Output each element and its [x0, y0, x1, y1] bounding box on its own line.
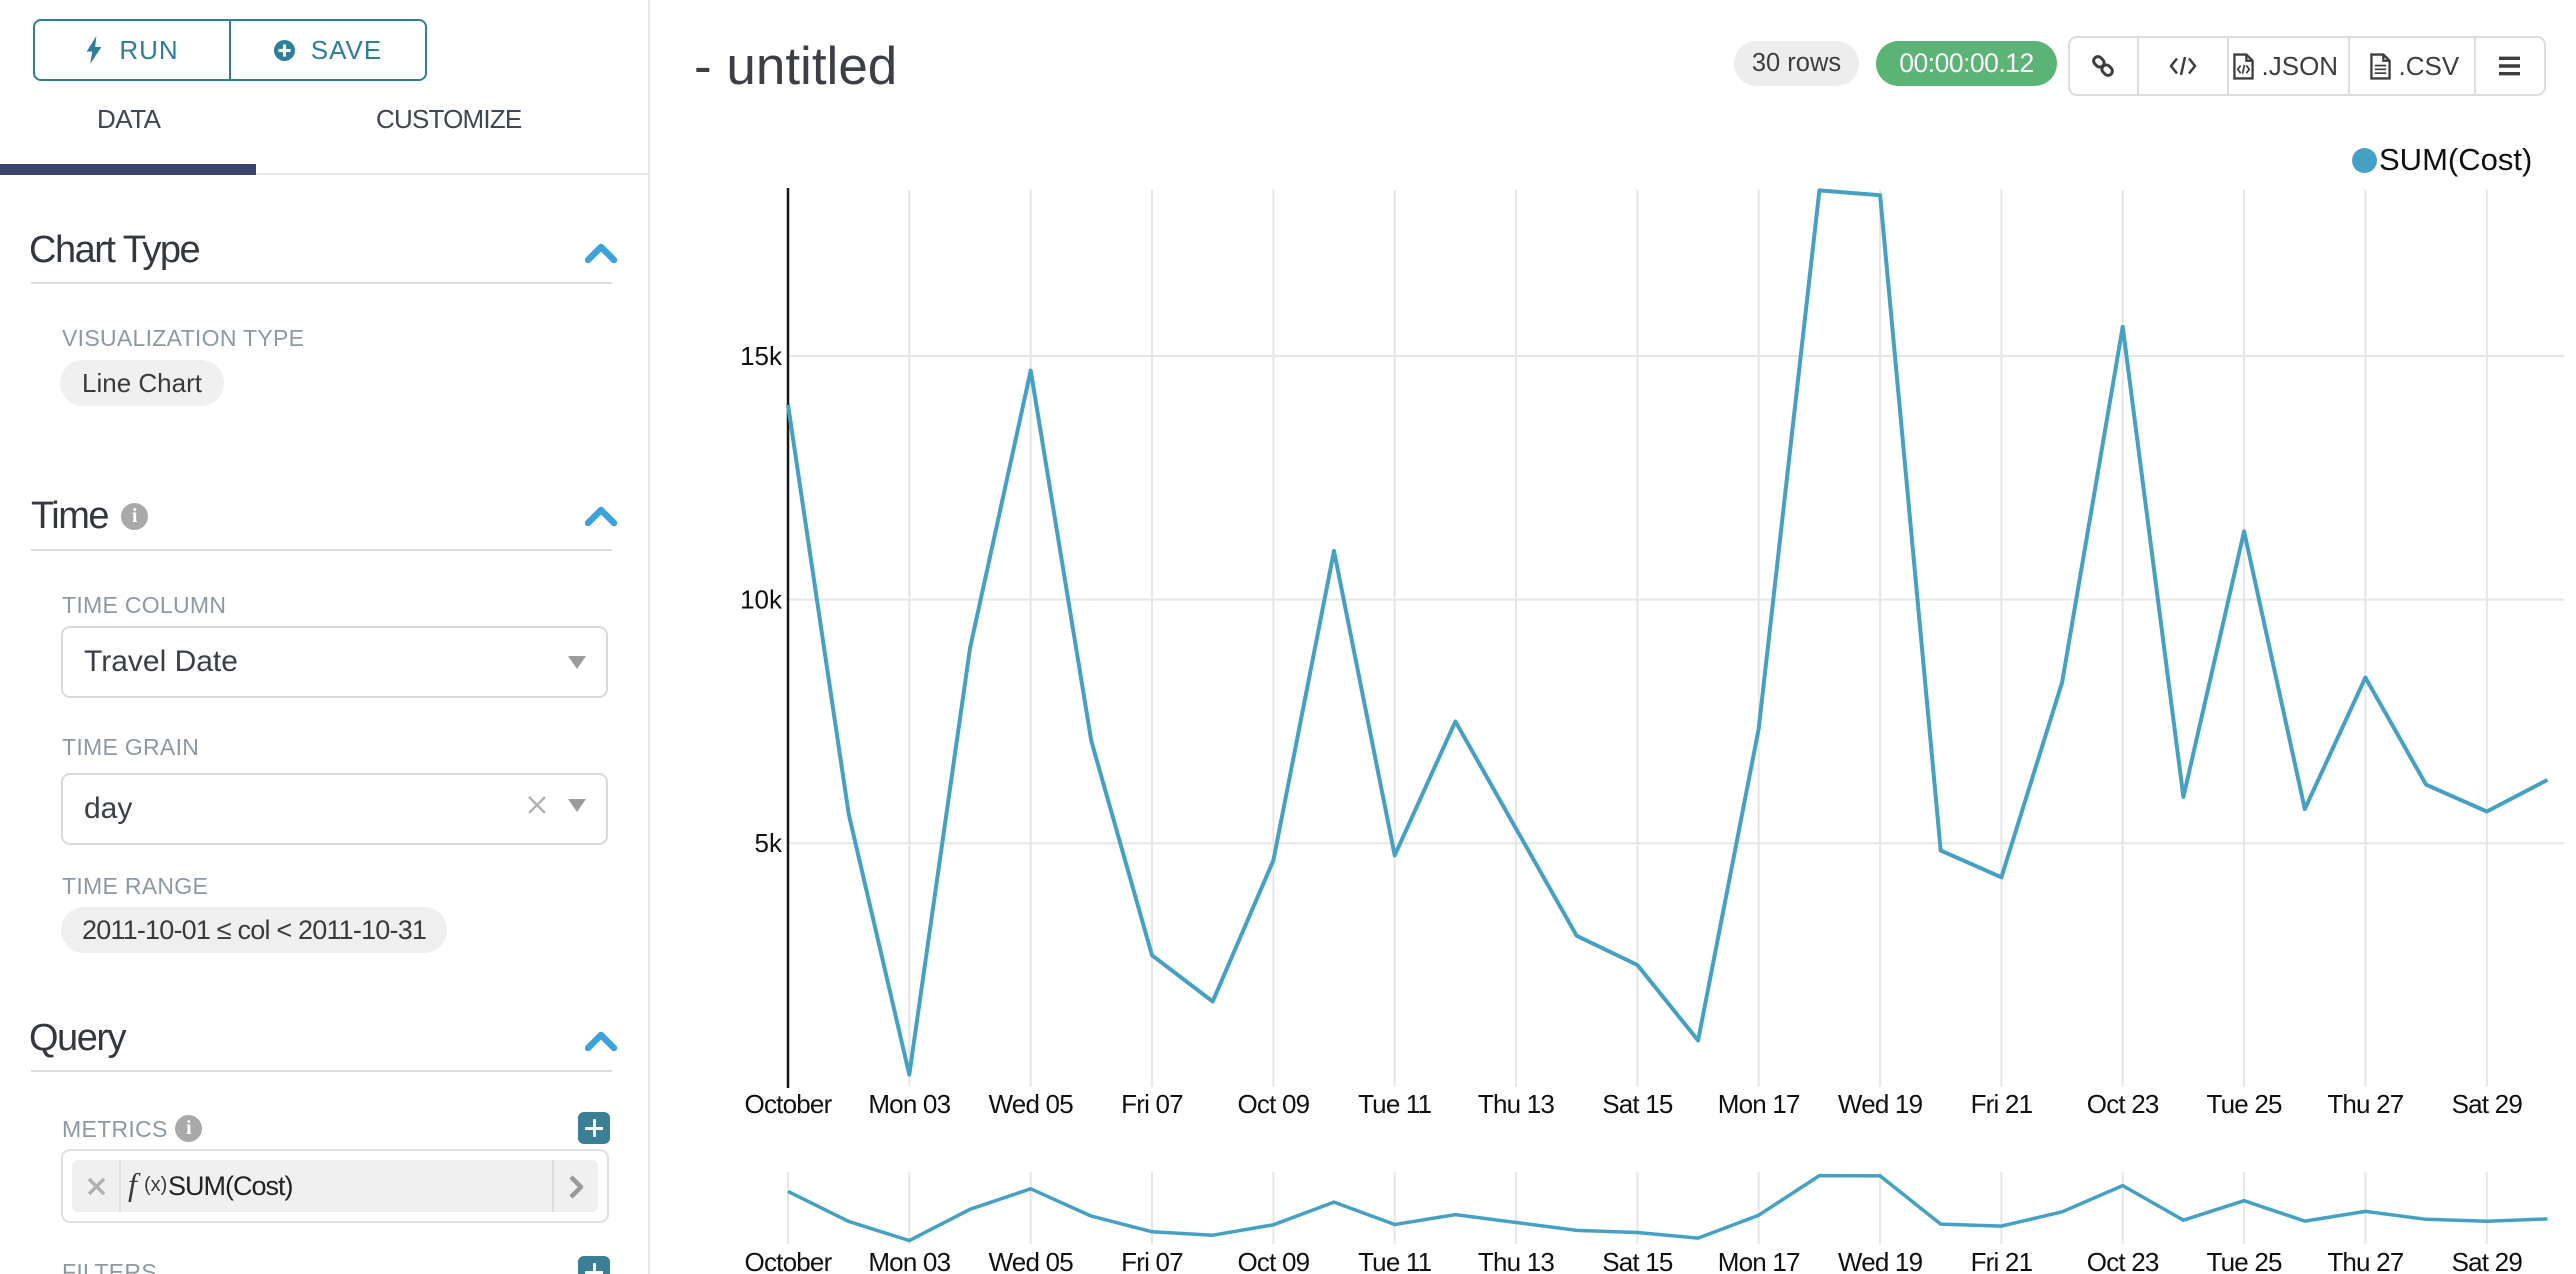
svg-text:Oct 09: Oct 09	[1238, 1089, 1310, 1119]
svg-text:Tue 25: Tue 25	[2207, 1247, 2283, 1274]
svg-text:Thu 27: Thu 27	[2327, 1247, 2403, 1274]
svg-text:Sat 29: Sat 29	[2452, 1089, 2523, 1119]
svg-text:Mon 17: Mon 17	[1718, 1089, 1800, 1119]
svg-text:Mon 03: Mon 03	[868, 1089, 950, 1119]
svg-text:Thu 13: Thu 13	[1478, 1247, 1554, 1274]
svg-text:Mon 17: Mon 17	[1718, 1247, 1800, 1274]
svg-text:Tue 11: Tue 11	[1358, 1247, 1432, 1274]
svg-text:Sat 15: Sat 15	[1602, 1089, 1673, 1119]
svg-text:Fri 07: Fri 07	[1121, 1089, 1183, 1119]
svg-text:Oct 23: Oct 23	[2087, 1247, 2159, 1274]
svg-text:10k: 10k	[740, 585, 783, 615]
svg-text:Thu 13: Thu 13	[1478, 1089, 1554, 1119]
svg-text:Thu 27: Thu 27	[2327, 1089, 2403, 1119]
svg-text:Oct 09: Oct 09	[1238, 1247, 1310, 1274]
svg-text:Sat 15: Sat 15	[1602, 1247, 1673, 1274]
svg-text:Wed 05: Wed 05	[989, 1247, 1074, 1274]
svg-text:Tue 11: Tue 11	[1358, 1089, 1432, 1119]
svg-text:Mon 03: Mon 03	[868, 1247, 950, 1274]
svg-text:Tue 25: Tue 25	[2207, 1089, 2283, 1119]
svg-text:Wed 19: Wed 19	[1838, 1089, 1923, 1119]
svg-text:Oct 23: Oct 23	[2087, 1089, 2159, 1119]
svg-text:15k: 15k	[740, 341, 783, 371]
svg-text:5k: 5k	[755, 828, 783, 858]
svg-text:Fri 21: Fri 21	[1971, 1247, 2033, 1274]
svg-text:Wed 19: Wed 19	[1838, 1247, 1923, 1274]
svg-text:Fri 07: Fri 07	[1121, 1247, 1183, 1274]
svg-text:October: October	[745, 1089, 833, 1119]
svg-text:October: October	[745, 1247, 833, 1274]
svg-text:Wed 05: Wed 05	[989, 1089, 1074, 1119]
svg-text:Fri 21: Fri 21	[1971, 1089, 2033, 1119]
svg-text:Sat 29: Sat 29	[2452, 1247, 2523, 1274]
